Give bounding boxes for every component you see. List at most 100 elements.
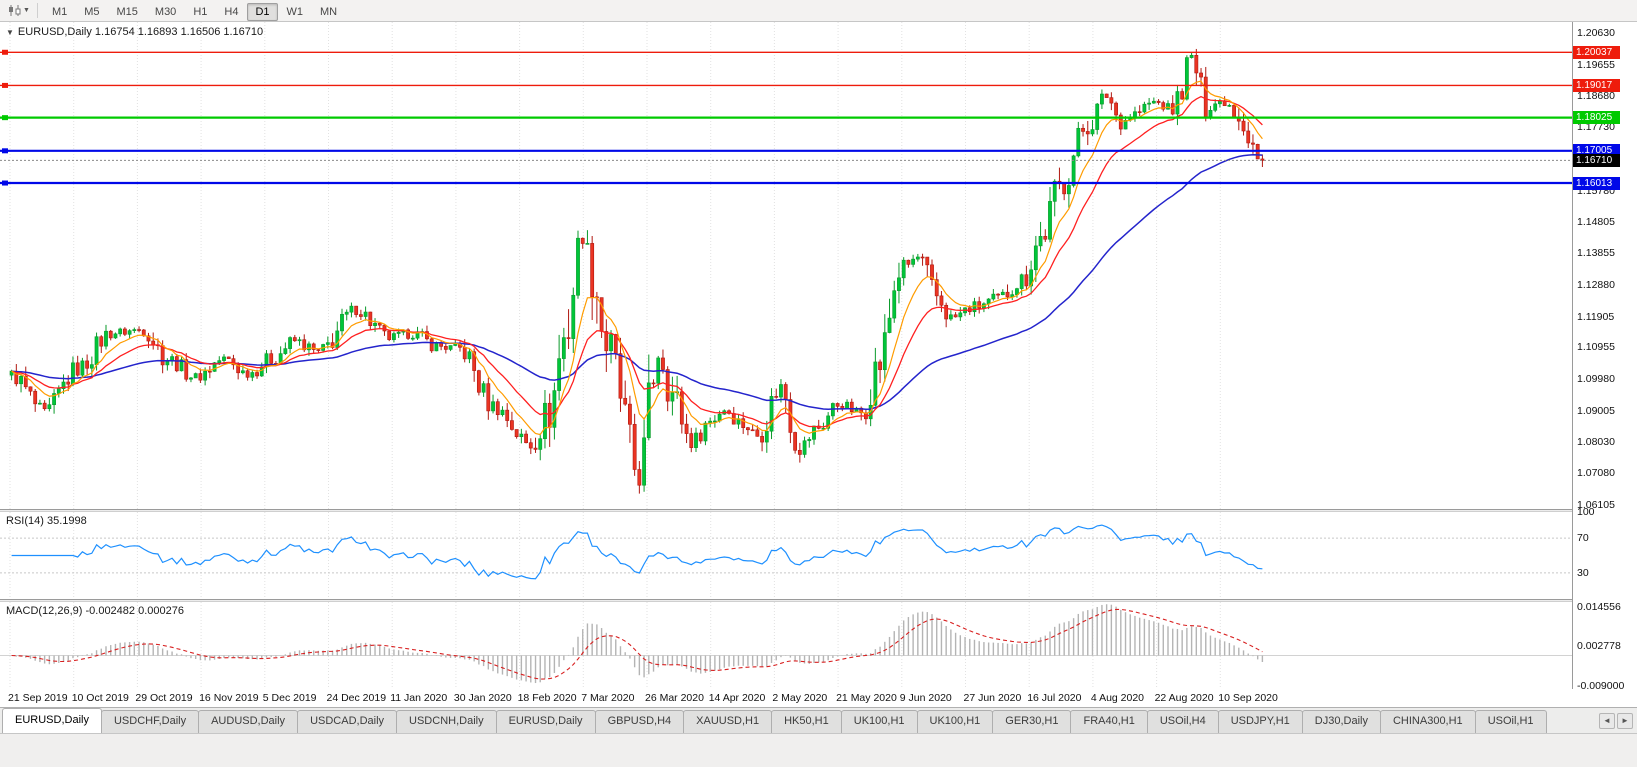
chart-tab-china300-h1[interactable]: CHINA300,H1 [1379,710,1476,733]
macd-histogram [15,604,1264,684]
date-axis-label: 24 Dec 2019 [326,692,387,704]
price-panel-canvas[interactable] [0,22,1572,509]
candles-series [9,48,1265,494]
tabs-scroll-right-button[interactable]: ► [1617,712,1633,729]
candlestick-chart-icon [9,5,21,16]
macd-values: -0.002482 0.000276 [85,605,184,617]
macd-axis-label: -0.009000 [1577,679,1625,692]
tab-scroll-buttons: ◄ ► [1595,708,1637,733]
timeframe-button-d1[interactable]: D1 [247,2,278,21]
price-line-label: 1.18025 [1573,111,1620,125]
chart-tab-usoil-h1[interactable]: USOil,H1 [1474,710,1547,733]
date-axis-label: 10 Oct 2019 [71,692,129,704]
macd-signal-line [11,608,1263,680]
date-axis-label: 10 Sep 2020 [1218,692,1278,704]
date-axis-label: 30 Jan 2020 [453,692,512,704]
timeframe-button-m5[interactable]: M5 [84,5,100,18]
date-axis-label: 2 May 2020 [772,692,828,704]
chart-tab-usdcnh-daily[interactable]: USDCNH,Daily [396,710,497,733]
chart-tab-eurusd-daily[interactable]: EURUSD,Daily [495,710,596,733]
timeframe-button-m1[interactable]: M1 [51,5,68,18]
date-axis-label: 16 Jul 2020 [1027,692,1082,704]
chart-tab-hk50-h1[interactable]: HK50,H1 [771,710,842,733]
date-axis-label: 21 May 2020 [836,692,897,704]
price-axis-label: 1.18680 [1577,90,1615,103]
panel-separator[interactable] [0,599,1637,602]
rsi-axis-label: 100 [1577,506,1595,518]
price-axis-label: 1.07080 [1577,467,1615,480]
price-axis-label: 1.19655 [1577,58,1615,71]
macd-name: MACD(12,26,9) [6,605,83,617]
rsi-indicator-label: RSI(14) 35.1998 [6,515,87,527]
macd-indicator-label: MACD(12,26,9) -0.002482 0.000276 [6,605,184,617]
price-axis-label: 1.13855 [1577,247,1615,260]
rsi-name: RSI(14) [6,515,44,527]
status-bar [0,733,1637,767]
rsi-axis-label: 70 [1577,532,1589,545]
chart-dropdown-icon[interactable]: ▼ [6,28,14,37]
chart-tab-usoil-h4[interactable]: USOil,H4 [1146,710,1219,733]
price-axis-label: 1.09005 [1577,404,1615,417]
toolbar-separator [36,3,38,18]
date-axis: 21 Sep 2019 10 Oct 2019 29 Oct 2019 16 Nov … [0,689,1637,707]
date-axis-label: 9 Jun 2020 [899,692,952,704]
chart-tab-bar: EURUSD,Daily USDCHF,Daily AUDUSD,Daily USDC… [0,707,1637,733]
rsi-panel-canvas[interactable] [0,512,1572,599]
price-axis-label: 1.14805 [1577,216,1615,229]
chart-tab-ger30-h1[interactable]: GER30,H1 [992,710,1072,733]
timeframe-buttons-group: M1 M5 M15 M30 H1 H4 D1 W1 MN [44,2,346,21]
timeframe-button-h1[interactable]: H1 [193,5,208,18]
timeframe-button-w1[interactable]: W1 [286,5,304,18]
rsi-level-lines [0,537,1572,574]
price-axis: 1.206301.196551.186801.177301.167551.157… [1572,22,1637,707]
date-axis-label: 5 Dec 2019 [262,692,317,704]
chart-tab-usdchf-daily[interactable]: USDCHF,Daily [100,710,200,733]
macd-axis-label: 0.002778 [1577,640,1621,653]
horizontal-price-lines[interactable] [0,49,1572,186]
current-price-label: 1.16710 [1573,153,1620,167]
date-axis-label: 29 Oct 2019 [135,692,193,704]
timeframe-button-mn[interactable]: MN [320,5,338,18]
price-axis-label: 1.11905 [1577,310,1615,323]
macd-axis-label: 0.014556 [1577,600,1621,613]
chart-tab-eurusd-daily[interactable]: EURUSD,Daily [2,708,102,733]
date-axis-label: 27 Jun 2020 [963,692,1022,704]
timeframe-button-m30[interactable]: M30 [154,5,177,18]
rsi-axis-label: 30 [1577,566,1589,579]
price-axis-label: 1.12880 [1577,278,1615,291]
timeframe-button-h4[interactable]: H4 [224,5,239,18]
macd-panel-canvas[interactable] [0,602,1572,689]
price-axis-label: 1.06105 [1577,499,1615,511]
chart-tab-gbpusd-h4[interactable]: GBPUSD,H4 [594,710,685,733]
chevron-down-icon: ▼ [23,7,30,14]
chart-tab-usdcad-daily[interactable]: USDCAD,Daily [297,710,398,733]
price-line-label: 1.19017 [1573,78,1620,92]
panel-separator[interactable] [0,509,1637,512]
date-axis-label: 16 Nov 2019 [199,692,259,704]
rsi-line [11,524,1263,580]
timeframe-toolbar: ▼ M1 M5 M15 M30 H1 H4 D1 W1 MN [0,0,1637,22]
price-axis-label: 1.10955 [1577,341,1615,354]
date-axis-label: 11 Jan 2020 [390,692,448,704]
chart-tab-usdjpy-h1[interactable]: USDJPY,H1 [1217,710,1303,733]
price-axis-label: 1.20630 [1577,27,1615,39]
chart-tab-dj30-daily[interactable]: DJ30,Daily [1301,710,1381,733]
chart-type-icon[interactable]: ▼ [5,3,33,18]
date-axis-label: 7 Mar 2020 [581,692,635,704]
timeframe-button-m15[interactable]: M15 [116,5,138,18]
date-axis-label: 21 Sep 2019 [8,692,68,704]
chart-title-text: EURUSD,Daily 1.16754 1.16893 1.16506 1.1… [17,26,264,38]
price-line-label: 1.16013 [1573,176,1620,190]
date-axis-label: 14 Apr 2020 [708,692,766,704]
price-axis-label: 1.08030 [1577,436,1615,449]
tabs-scroll-left-button[interactable]: ◄ [1599,712,1615,729]
chart-tab-uk100-h1[interactable]: UK100,H1 [916,710,994,733]
chart-window[interactable]: 1.206301.196551.186801.177301.167551.157… [0,22,1637,707]
vertical-gridlines [9,602,1221,689]
chart-tab-audusd-daily[interactable]: AUDUSD,Daily [198,710,299,733]
chart-tab-xauusd-h1[interactable]: XAUUSD,H1 [683,710,773,733]
vertical-gridlines [9,22,1221,509]
chart-tab-uk100-h1[interactable]: UK100,H1 [840,710,918,733]
chart-tab-fra40-h1[interactable]: FRA40,H1 [1070,710,1148,733]
rsi-value: 35.1998 [46,515,87,527]
